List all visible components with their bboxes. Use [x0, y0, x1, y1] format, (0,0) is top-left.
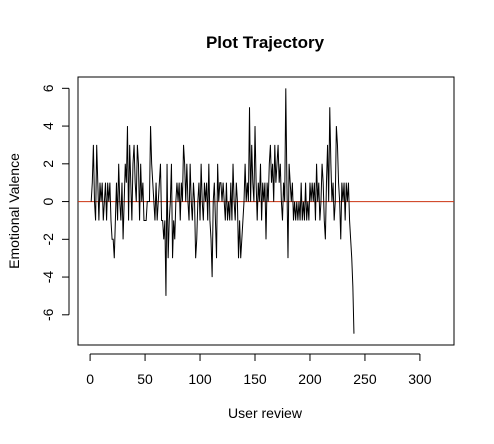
plot-frame [77, 76, 455, 346]
x-tick-label: 300 [408, 371, 432, 387]
x-axis: 0 50 100 150 200 250 300 [86, 353, 432, 387]
y-tick-label: 6 [40, 84, 56, 92]
y-tick-label: -4 [40, 271, 56, 284]
y-tick-label: 0 [40, 197, 56, 205]
y-tick-label: -6 [40, 308, 56, 321]
x-tick-label: 100 [188, 371, 212, 387]
chart-title: Plot Trajectory [206, 33, 325, 52]
series-group [90, 88, 355, 334]
x-axis-label: User review [228, 405, 303, 421]
x-tick-label: 150 [243, 371, 267, 387]
y-tick-label: -2 [40, 233, 56, 246]
x-tick-label: 0 [86, 371, 94, 387]
x-tick-label: 50 [137, 371, 153, 387]
y-tick-label: 2 [40, 160, 56, 168]
series-line [90, 88, 355, 334]
y-tick-label: 4 [40, 122, 56, 130]
x-tick-label: 250 [353, 371, 377, 387]
y-axis-label: Emotional Valence [6, 153, 22, 269]
x-tick-label: 200 [298, 371, 322, 387]
y-axis: -6 -4 -2 0 2 4 6 [40, 84, 70, 321]
